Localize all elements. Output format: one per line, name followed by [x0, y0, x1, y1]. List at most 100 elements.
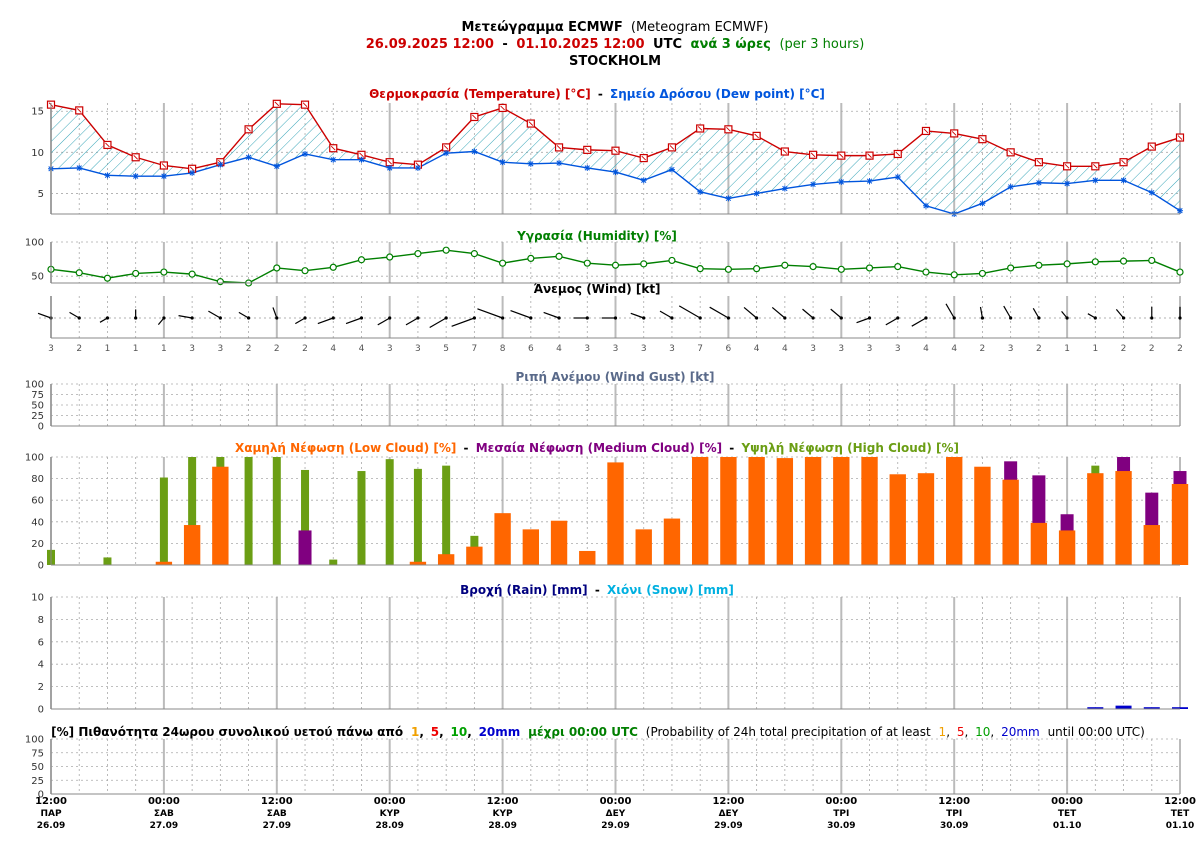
xtick-date: 30.09: [827, 821, 855, 831]
high-cloud-bar: [272, 457, 281, 565]
humidity-point: [611, 261, 620, 269]
xtick-date: 26.09: [37, 821, 65, 831]
low-cloud-bar: [183, 525, 201, 565]
dew-point-point: [922, 202, 929, 209]
ytick-cloud: 20: [31, 539, 44, 550]
xtick-day: ΚΥΡ: [493, 809, 513, 819]
temperature-point-mark: [1177, 135, 1183, 140]
dew-point-point: [358, 156, 365, 163]
wind-barb: [659, 310, 673, 319]
wind-barb-dot: [1150, 316, 1154, 320]
xtick-time: 00:00: [374, 796, 406, 807]
dew-point-mark: [866, 178, 873, 184]
wind-barb: [1115, 309, 1125, 319]
dew-point-point: [838, 178, 845, 185]
wind-barb: [911, 317, 927, 327]
wind-speed-label: 2: [1149, 344, 1155, 354]
dew-point-mark: [104, 172, 111, 179]
humidity-point: [809, 263, 817, 271]
temperature-point-mark: [1121, 159, 1126, 165]
ytick-gust: 75: [31, 390, 44, 401]
wind-barb: [709, 306, 729, 319]
low-cloud-bar: [691, 457, 709, 565]
dew-point-mark: [1007, 184, 1014, 190]
wind-barb-dot: [162, 316, 166, 320]
ytick-gust: 0: [38, 422, 44, 433]
dew-point-mark: [133, 173, 139, 179]
ytick-rain: 4: [38, 660, 44, 671]
wind-speed-label: 4: [556, 344, 562, 354]
dew-point-mark: [1120, 177, 1127, 183]
wind-barb-dot: [444, 316, 448, 320]
dew-point-point: [160, 173, 167, 180]
xtick-time: 00:00: [1051, 796, 1083, 807]
dew-title: Σημείο Δρόσου (Dew point) [°C]: [610, 87, 825, 101]
humidity-point: [894, 263, 902, 271]
xtick-date: 27.09: [150, 821, 178, 831]
temperature-point-mark: [867, 153, 872, 158]
wind-barb-dot: [924, 316, 928, 320]
wind-barb-dot: [105, 316, 110, 320]
dew-point-point: [640, 177, 647, 184]
wind-speed-label: 1: [1064, 344, 1070, 354]
dew-point-mark: [669, 166, 675, 173]
dew-point-point: [894, 174, 901, 180]
wind-barb-dot: [388, 316, 392, 320]
wind-barb: [69, 311, 80, 319]
temperature-point-mark: [274, 101, 280, 107]
low-cloud-bar: [212, 466, 229, 565]
dew-point-mark: [1092, 177, 1098, 183]
dew-point-point: [471, 148, 478, 155]
high-cloud-bar: [103, 557, 112, 565]
wind-barb-dot: [77, 316, 81, 320]
wind-speed-label: 1: [105, 344, 111, 354]
dew-point-mark: [302, 151, 308, 157]
wind-barb: [405, 317, 419, 326]
low-cloud-bar: [1143, 525, 1160, 565]
dew-point-point: [1035, 179, 1042, 186]
dew-point-point: [386, 164, 393, 171]
wind-barb-dot: [529, 316, 533, 320]
low-cloud-title: Χαμηλή Νέφωση (Low Cloud) [%]: [235, 441, 456, 455]
xtick-time: 12:00: [1164, 796, 1196, 807]
medium-cloud-title: Μεσαία Νέφωση (Medium Cloud) [%]: [476, 441, 722, 455]
wind-barb: [802, 308, 814, 319]
low-cloud-bar: [861, 457, 878, 565]
temperature-point-mark: [697, 126, 703, 131]
axis-layer: 1510510050100755025010080604020010864201…: [25, 103, 1196, 831]
wind-barb: [979, 306, 984, 319]
dew-point-point: [245, 154, 252, 161]
xtick-time: 00:00: [600, 796, 632, 807]
wind-speed-label: 2: [246, 344, 252, 354]
temperature-point-mark: [726, 126, 731, 132]
gust-title: Ριπή Ανέμου (Wind Gust) [kt]: [516, 370, 715, 384]
temperature-point-mark: [161, 163, 167, 168]
wind-title: Άνεμος (Wind) [kt]: [533, 282, 660, 296]
step-label-en: (per 3 hours): [779, 37, 864, 52]
humidity-point: [386, 253, 394, 261]
cloud-panel-title: Χαμηλή Νέφωση (Low Cloud) [%] - Μεσαία Ν…: [235, 441, 959, 455]
temperature-point-mark: [359, 152, 364, 158]
humidity-point: [640, 260, 648, 268]
high-cloud-bar: [188, 457, 197, 565]
xtick-time: 12:00: [487, 796, 519, 807]
wind-barb: [178, 315, 193, 319]
wind-speed-label: 7: [697, 344, 703, 354]
wind-speed-label: 1: [133, 344, 139, 354]
dew-point-mark: [1177, 208, 1183, 214]
low-cloud-bar: [1171, 484, 1189, 565]
temperature-point-mark: [1149, 144, 1155, 149]
wind-barb-dot: [472, 316, 476, 320]
humidity-point: [527, 254, 535, 262]
temp-dew-hatch-area: [51, 103, 1180, 214]
humidity-point: [724, 265, 733, 273]
wind-speed-label: 3: [838, 344, 844, 354]
temperature-point-mark: [754, 133, 759, 139]
prob-title-gr: [%] Πιθανότητα 24ωρου συνολικού υετού πά…: [51, 725, 403, 739]
temp-title-sep: -: [598, 87, 603, 101]
wind-barb: [885, 317, 899, 326]
dew-point-point: [132, 173, 139, 180]
humidity-point: [1176, 268, 1184, 276]
wind-speed-label: 6: [528, 344, 534, 354]
prob-title-en: (Probability of 24h total precipitation …: [646, 725, 931, 739]
